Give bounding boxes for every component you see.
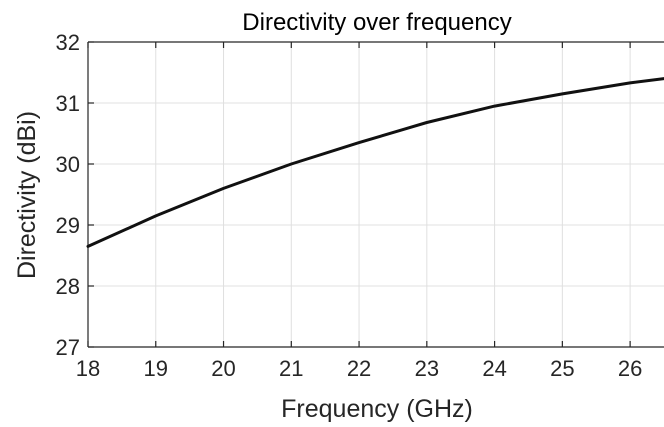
series-group [86,77,664,248]
y-tick-label: 28 [56,274,80,299]
grid [87,41,664,348]
y-tick-label: 32 [56,30,80,55]
series-line-directivity [86,77,664,248]
x-tick-label: 19 [144,356,168,381]
x-tick-label: 26 [618,356,642,381]
x-tick-label: 20 [211,356,235,381]
y-tick-label: 27 [56,335,80,360]
axes [87,41,664,348]
y-tick-label: 29 [56,213,80,238]
x-axis-label: Frequency (GHz) [281,395,473,423]
x-tick-label: 18 [76,356,100,381]
y-axis-label: Directivity (dBi) [13,111,41,279]
x-tick-label: 21 [279,356,303,381]
x-tick-label: 23 [415,356,439,381]
y-tick-label: 30 [56,152,80,177]
x-tick-label: 22 [347,356,371,381]
y-tick-label: 31 [56,91,80,116]
x-tick-label: 25 [550,356,574,381]
x-tick-label: 24 [482,356,506,381]
tick-labels: 18 19 20 21 22 23 24 25 26 27 28 29 30 31 32 [56,30,643,381]
chart-title: Directivity over frequency [242,9,511,36]
